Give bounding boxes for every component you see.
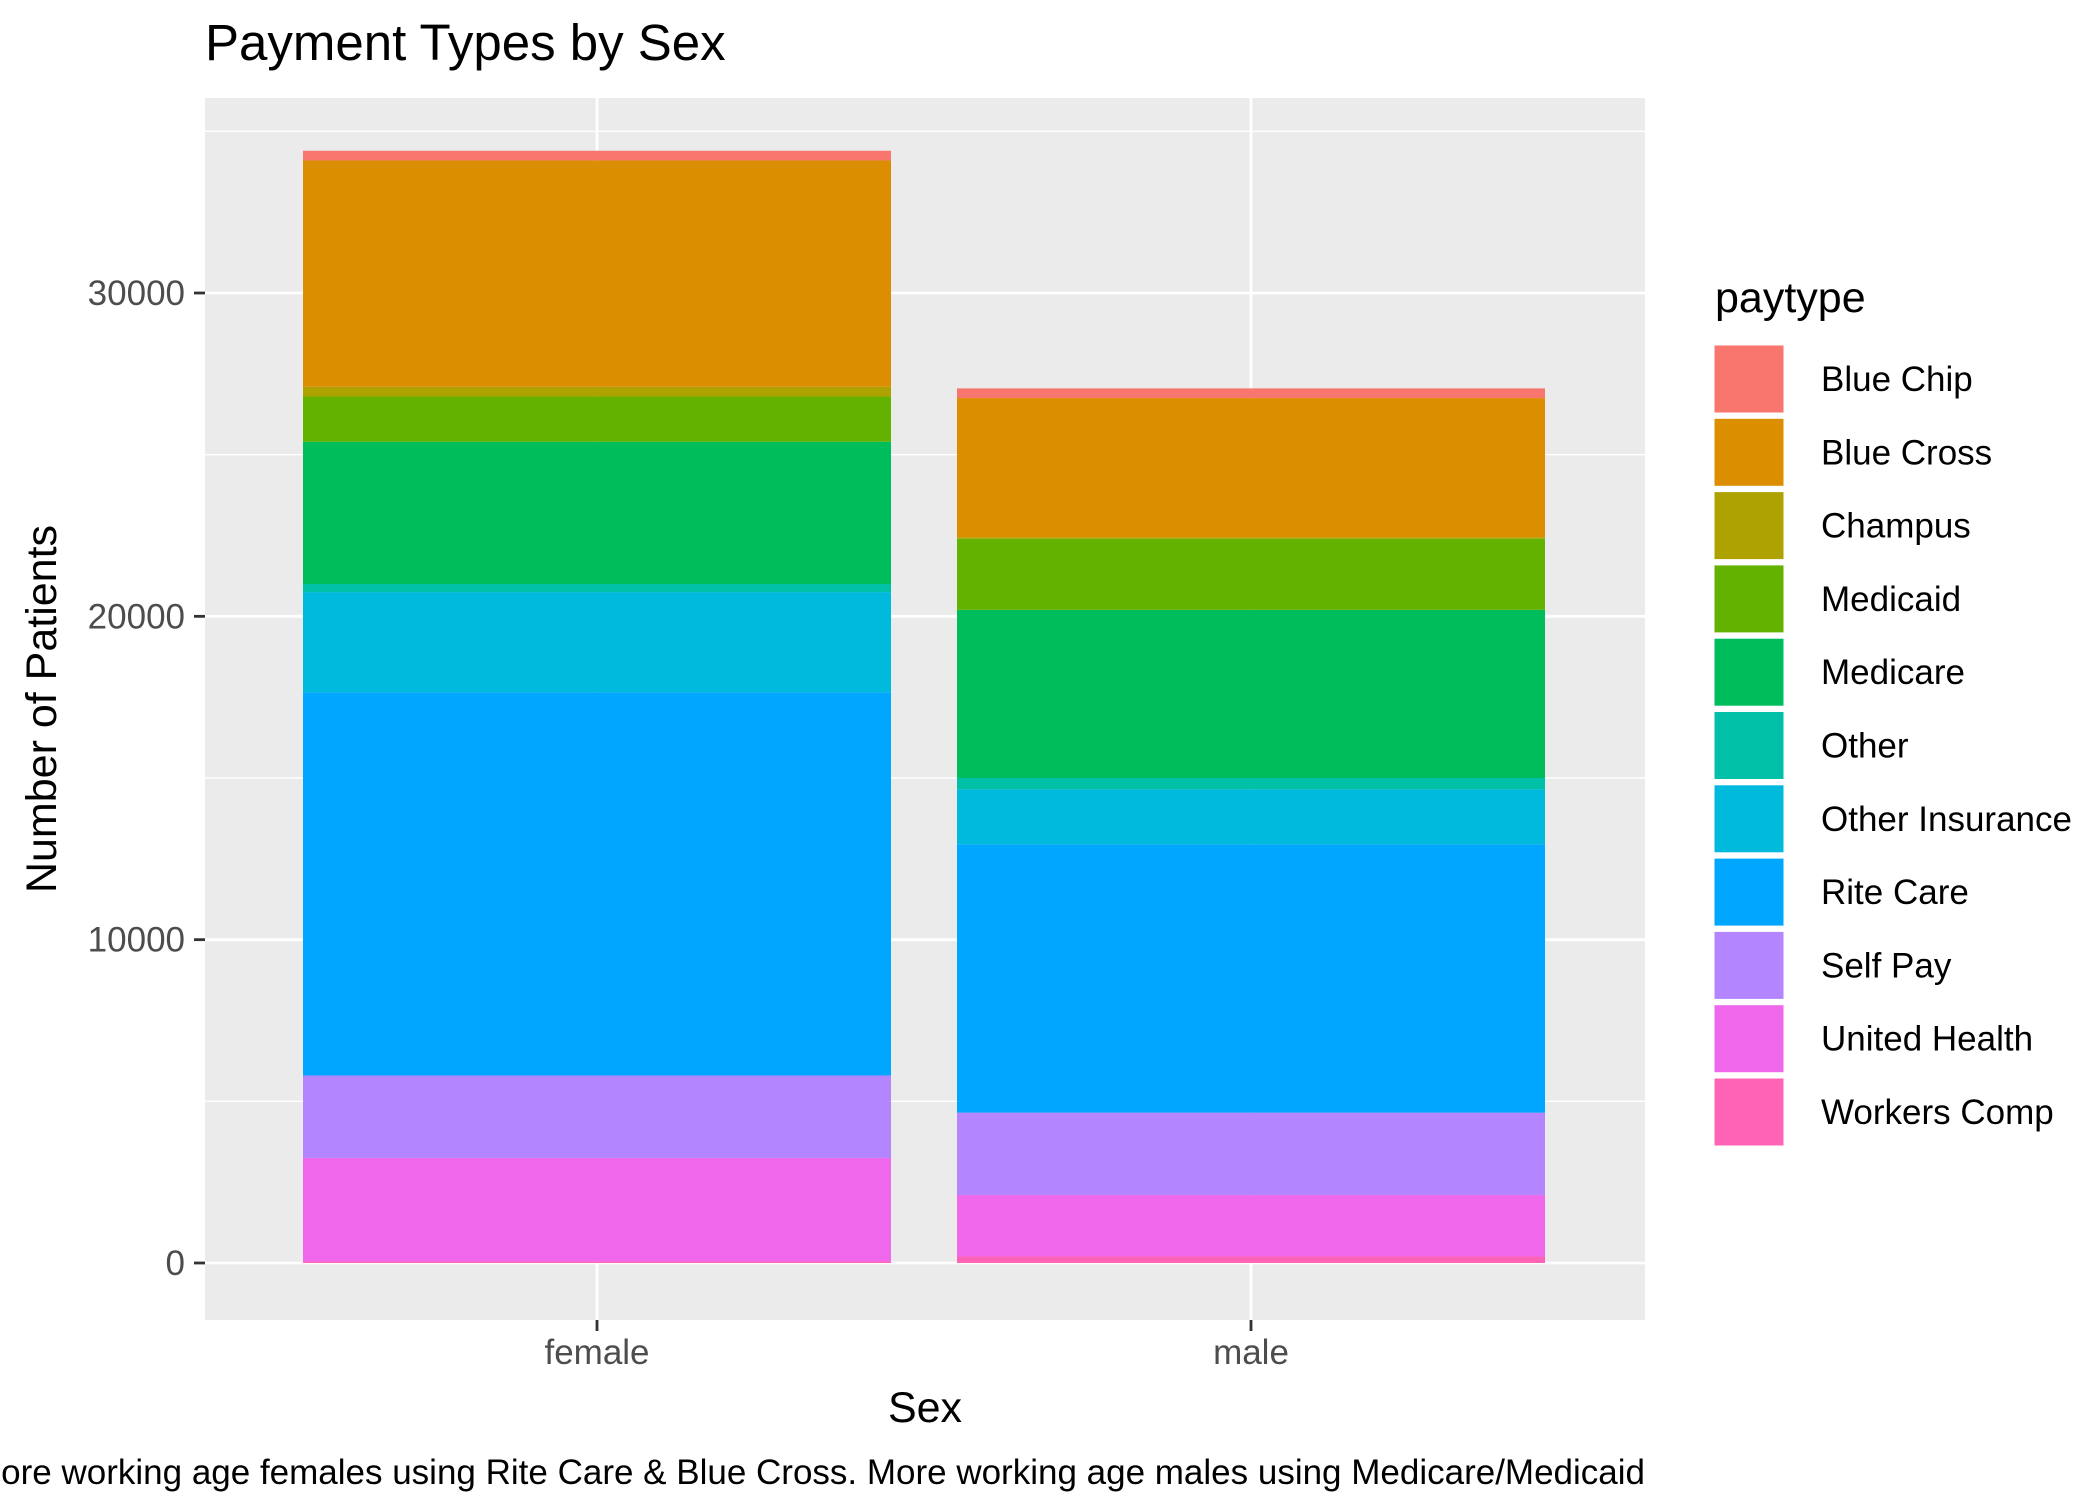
bar-segment (957, 398, 1545, 538)
legend-key (1711, 342, 1787, 416)
legend: Blue Chip Blue Cross Champus Medicaid Medica… (1711, 342, 2072, 1149)
legend-key (1711, 928, 1787, 1002)
x-axis-title: Sex (888, 1384, 963, 1432)
bar-segment (957, 609, 1545, 778)
y-tick-label: 0 (166, 1244, 185, 1283)
bar-segment (303, 1075, 891, 1158)
y-tick-label: 20000 (88, 597, 185, 636)
bar-segment (303, 441, 891, 584)
legend-key (1711, 1002, 1787, 1076)
legend-label: United Health (1821, 1020, 2033, 1059)
bar-segment (303, 1157, 891, 1262)
bar-segment (957, 789, 1545, 845)
legend-key (1711, 855, 1787, 929)
legend-key (1711, 709, 1787, 782)
bar-segment (303, 396, 891, 442)
chart-title: Payment Types by Sex (205, 14, 726, 71)
bar-segment (957, 1112, 1545, 1196)
legend-label: Other (1821, 727, 1909, 766)
bar-segment (303, 150, 891, 161)
legend-label: Blue Cross (1821, 433, 1992, 472)
bar-segment (303, 692, 891, 1076)
bar-segment (303, 584, 891, 593)
y-axis: 0 10000 20000 30000 (88, 274, 205, 1283)
legend-label: Self Pay (1821, 946, 1952, 985)
x-tick-label: male (1213, 1333, 1289, 1372)
legend-key (1711, 415, 1787, 489)
bar-segment (957, 778, 1545, 790)
legend-key (1711, 782, 1787, 856)
legend-label: Rite Care (1821, 873, 1969, 912)
legend-label: Blue Chip (1821, 360, 1973, 399)
legend-label: Medicare (1821, 653, 1965, 692)
bar-segment (957, 1256, 1545, 1263)
legend-label: Champus (1821, 507, 1971, 546)
bar-segment (957, 1195, 1545, 1257)
bar-segment (303, 386, 891, 397)
legend-title: paytype (1715, 274, 1866, 322)
bar-segment (957, 537, 1545, 539)
bar-segment (303, 160, 891, 387)
x-axis: female male (544, 1320, 1289, 1372)
y-tick-label: 10000 (88, 921, 185, 960)
y-axis-title: Number of Patients (18, 525, 66, 893)
bar-segment (303, 1261, 891, 1263)
y-tick-label: 30000 (88, 274, 185, 313)
legend-label: Workers Comp (1821, 1093, 2054, 1132)
x-tick-label: female (544, 1333, 649, 1372)
legend-key (1711, 635, 1787, 709)
bar-segment (303, 592, 891, 693)
chart-caption: More working age females using Rite Care… (0, 1453, 1645, 1492)
bar-segment (957, 388, 1545, 399)
legend-key (1711, 489, 1787, 563)
legend-label: Other Insurance (1821, 800, 2072, 839)
legend-key (1711, 1075, 1787, 1149)
bar-segment (957, 538, 1545, 610)
bar-segment (957, 844, 1545, 1113)
legend-key (1711, 562, 1787, 636)
stacked-bars (303, 150, 1545, 1263)
legend-label: Medicaid (1821, 580, 1961, 619)
